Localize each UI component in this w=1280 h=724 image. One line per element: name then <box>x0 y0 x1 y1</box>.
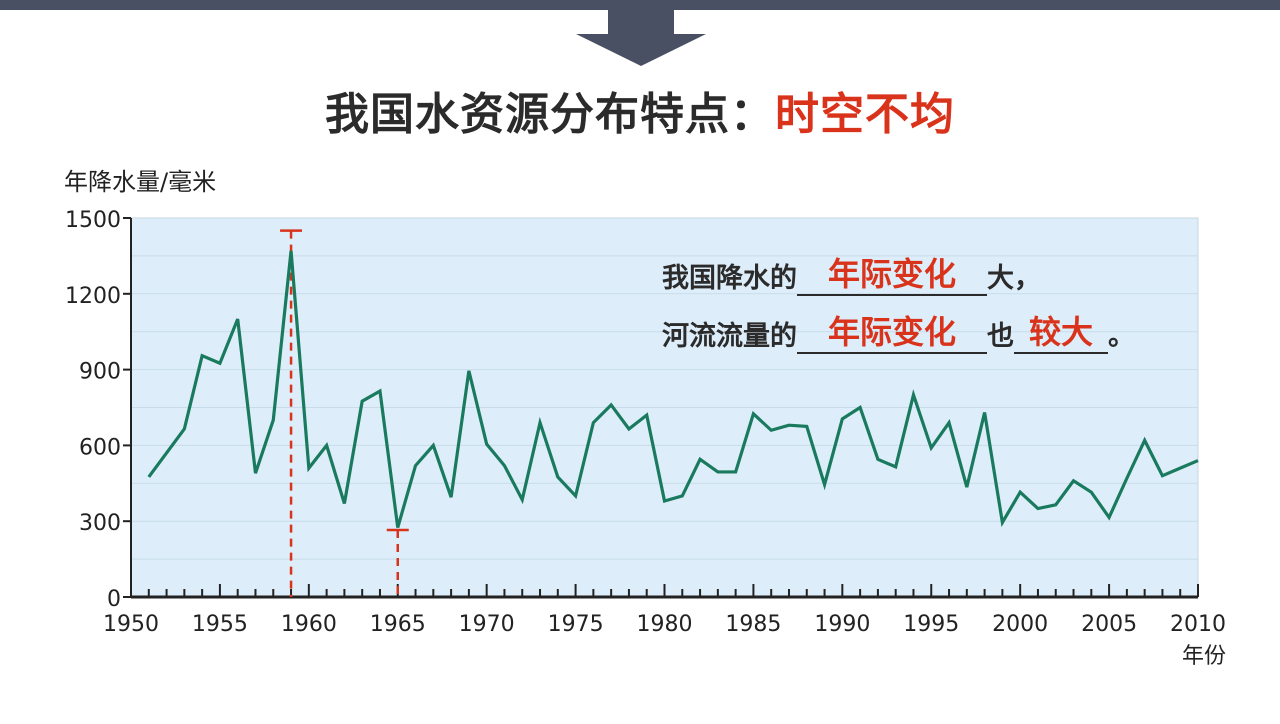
y-tick-label: 600 <box>79 435 121 460</box>
y-tick-label: 1500 <box>65 208 121 233</box>
page-title: 我国水资源分布特点：时空不均 <box>0 78 1280 142</box>
annotation-line-1: 我国降水的 年际变化 大， <box>662 250 1135 308</box>
annotation-line-2: 河流流量的 年际变化也较大。 <box>662 308 1135 366</box>
line1-suffix: 大， <box>987 263 1041 294</box>
y-tick-label: 1200 <box>65 284 121 309</box>
x-tick-label: 1950 <box>103 612 159 637</box>
answer-2: 年际变化 <box>827 313 956 351</box>
x-tick-label: 1970 <box>459 612 515 637</box>
blank-3: 较大 <box>1014 312 1108 354</box>
x-tick-label: 1975 <box>548 612 604 637</box>
x-axis-label: 年份 <box>1182 644 1226 669</box>
extreme-markers <box>280 229 409 597</box>
answer-3: 较大 <box>1028 313 1093 351</box>
x-tick-label: 1965 <box>370 612 426 637</box>
title-highlight: 时空不均 <box>775 89 955 140</box>
axes: 0 300 600 900 1200 1500 1950 1955 1960 1965 1970 19… <box>65 208 1226 637</box>
blank-1: 年际变化 <box>797 254 987 296</box>
blank-2: 年际变化 <box>797 312 987 354</box>
title-main: 我国水资源分布特点： <box>325 89 775 140</box>
x-tick-label: 2005 <box>1081 612 1137 637</box>
down-arrow-icon <box>576 10 706 66</box>
answer-1: 年际变化 <box>827 255 956 293</box>
annotation-box: 我国降水的 年际变化 大， 河流流量的 年际变化也较大。 <box>662 250 1135 366</box>
top-bar <box>0 0 1280 10</box>
y-axis-label: 年降水量/毫米 <box>64 168 216 196</box>
grid-lines <box>131 255 1198 560</box>
y-tick-label: 0 <box>107 587 121 612</box>
x-tick-label: 1990 <box>814 612 870 637</box>
line2-prefix: 河流流量的 <box>662 321 797 352</box>
line2-mid: 也 <box>987 321 1014 352</box>
x-tick-label: 2000 <box>992 612 1048 637</box>
line1-prefix: 我国降水的 <box>662 263 797 294</box>
x-tick-label: 1985 <box>725 612 781 637</box>
x-tick-label: 1980 <box>637 612 693 637</box>
x-tick-label: 1960 <box>281 612 337 637</box>
y-tick-label: 300 <box>79 511 121 536</box>
y-tick-label: 900 <box>79 360 121 385</box>
line2-suffix: 。 <box>1108 321 1135 352</box>
series-line <box>147 250 1199 528</box>
x-tick-label: 2010 <box>1170 612 1226 637</box>
x-tick-label: 1995 <box>903 612 959 637</box>
x-tick-label: 1955 <box>192 612 248 637</box>
